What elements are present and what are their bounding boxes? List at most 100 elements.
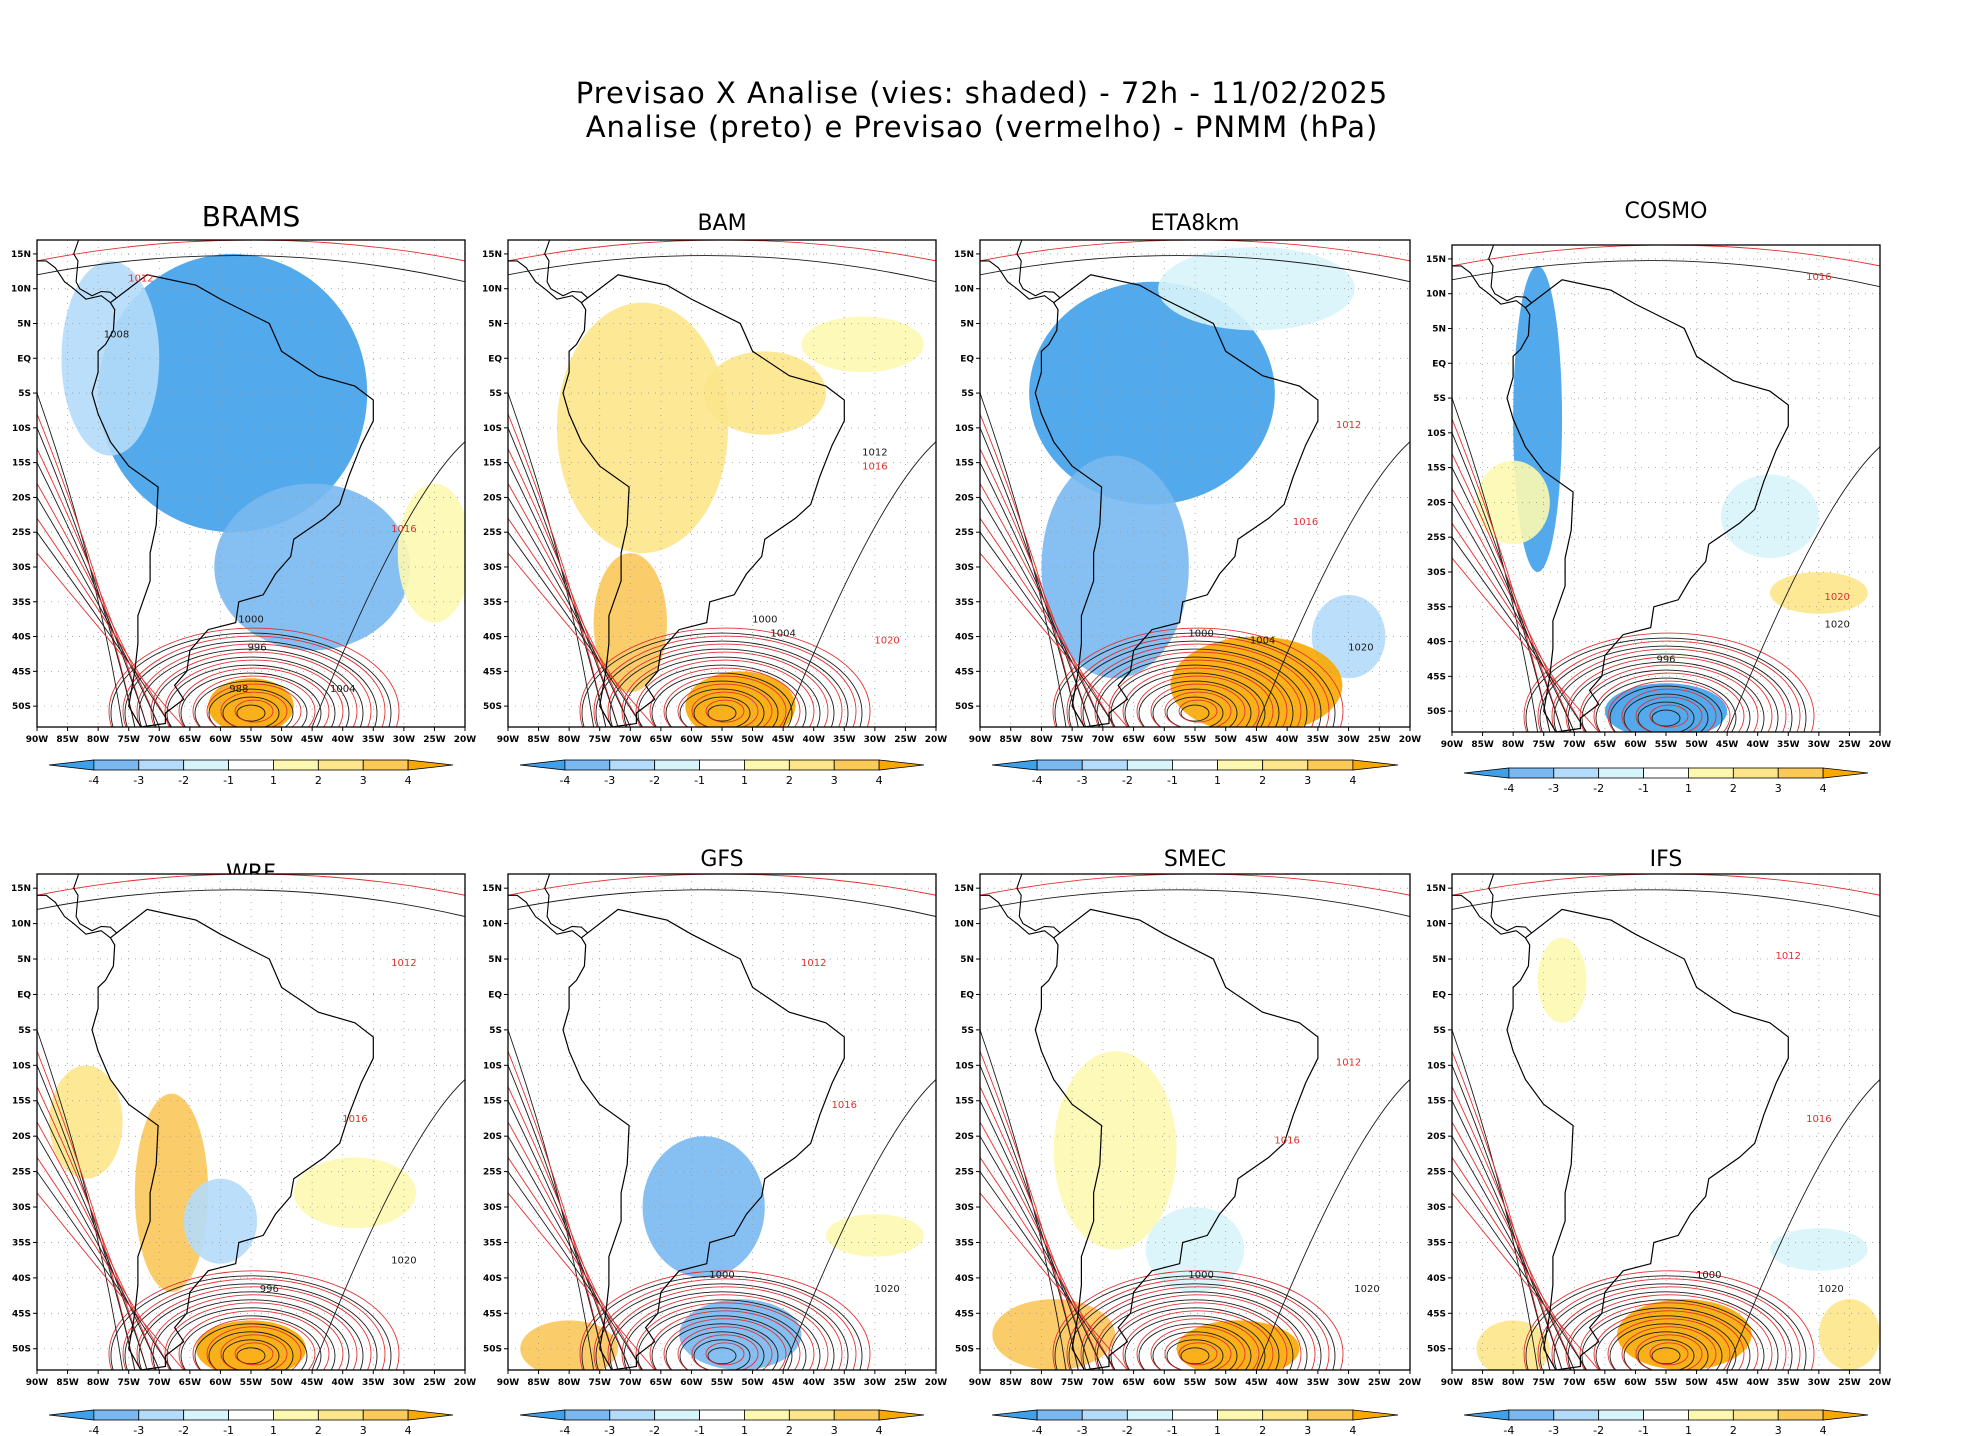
colorbar-label: 3 xyxy=(360,1424,367,1436)
south-america-coastline xyxy=(562,274,845,727)
lat-tick-label: 25S xyxy=(483,1168,502,1178)
forecast-isobar xyxy=(136,643,372,727)
lat-tick-label: 40S xyxy=(483,633,502,643)
analysis-isobar xyxy=(1726,446,1880,732)
bias-region xyxy=(1145,1207,1245,1293)
lon-tick-label: 50W xyxy=(1214,735,1237,745)
lon-tick-label: 40W xyxy=(1746,1378,1769,1388)
colorbar-segment xyxy=(1822,1409,1869,1421)
south-america-coastline xyxy=(1034,274,1319,727)
lat-tick-label: 35S xyxy=(12,598,31,608)
colorbar-segment xyxy=(228,1409,274,1421)
central-america-coastline xyxy=(508,260,582,304)
panel-map: 1000 1020 1016 1012 xyxy=(1452,874,1880,1370)
forecast-isobar-label: 1016 xyxy=(1806,272,1831,283)
lat-tick-label: 20S xyxy=(12,493,31,503)
lon-tick-label: 80W xyxy=(558,735,581,745)
lon-tick-label: 85W xyxy=(527,735,550,745)
colorbar-segment xyxy=(138,1409,185,1421)
analysis-isobar xyxy=(1166,696,1224,727)
lon-tick-label: 20W xyxy=(1869,1378,1892,1388)
analysis-isobar xyxy=(1166,1339,1224,1370)
colorbar-label: 2 xyxy=(786,774,793,787)
colorbar-label: 4 xyxy=(876,1424,883,1436)
colorbar-segment xyxy=(744,759,790,771)
colorbar-segment xyxy=(1352,759,1399,771)
lon-tick-label: 85W xyxy=(1471,740,1494,750)
analysis-isobar xyxy=(1152,1331,1238,1370)
forecast-isobar xyxy=(192,675,316,727)
lat-tick-label: 25S xyxy=(12,1168,31,1178)
colorbar-segment xyxy=(788,759,835,771)
colorbar-segment xyxy=(1508,1409,1555,1421)
lat-tick-label: 35S xyxy=(12,1238,31,1248)
analysis-isobar xyxy=(1553,1291,1779,1370)
lon-tick-label: 80W xyxy=(1502,1378,1525,1388)
bias-region xyxy=(520,1320,619,1370)
forecast-isobar xyxy=(206,1326,302,1370)
forecast-isobar-label: 1012 xyxy=(391,958,416,969)
colorbar-segment xyxy=(788,1409,835,1421)
lon-tick-label: 55W xyxy=(1655,740,1678,750)
forecast-isobar xyxy=(1649,1342,1689,1366)
colorbar: -4 -3 -2 -1 1 2 3 4 xyxy=(991,759,1399,787)
forecast-isobar xyxy=(1136,1318,1260,1370)
lat-tick-label: EQ xyxy=(488,990,502,1000)
panel-ifs: IFS 1000 1020 1016 1012 90W 85W 80W 75W 70W 65W 60W… xyxy=(1426,847,1891,1436)
analysis-isobar xyxy=(609,1291,835,1370)
colorbar-label: 3 xyxy=(1775,782,1782,795)
analysis-isobar xyxy=(166,664,336,727)
analysis-isobar xyxy=(180,1315,322,1370)
lat-tick-label: 10S xyxy=(955,424,974,434)
analysis-isobar xyxy=(980,889,1410,917)
lat-tick-label: EQ xyxy=(1432,359,1446,369)
colorbar-segment xyxy=(1217,759,1264,771)
forecast-isobar xyxy=(649,1310,801,1370)
analysis-isobar xyxy=(37,889,465,917)
forecast-isobar xyxy=(1066,635,1330,727)
analysis-isobar xyxy=(37,531,172,727)
forecast-isobar-label: 1012 xyxy=(801,958,826,969)
forecast-isobar xyxy=(1452,523,1587,732)
central-america-coastline xyxy=(37,894,111,939)
colorbar-segment xyxy=(878,759,925,771)
analysis-isobar xyxy=(222,1339,280,1370)
colorbar: -4 -3 -2 -1 1 2 3 4 xyxy=(1463,767,1869,795)
forecast-isobar xyxy=(1452,1157,1587,1370)
map-background xyxy=(508,874,936,1370)
colorbar-segment xyxy=(1036,759,1083,771)
colorbar-segment xyxy=(407,759,454,771)
lon-tick-label: 75W xyxy=(588,1378,611,1388)
colorbar-label: -3 xyxy=(1077,1424,1088,1436)
colorbar-label: -4 xyxy=(1503,1424,1514,1436)
colorbar-segment xyxy=(1688,767,1734,779)
lat-tick-label: 25S xyxy=(1427,1168,1446,1178)
lat-tick-label: 15S xyxy=(12,459,31,469)
lon-tick-label: 20W xyxy=(1399,1378,1422,1388)
bias-region xyxy=(1029,281,1275,505)
lon-tick-label: 45W xyxy=(772,1378,795,1388)
forecast-isobar xyxy=(508,1086,619,1370)
forecast-isobar xyxy=(1094,1294,1302,1370)
lon-tick-label: 20W xyxy=(1869,740,1892,750)
colorbar-label: -3 xyxy=(604,774,615,787)
forecast-isobar xyxy=(37,1121,160,1370)
forecast-isobar xyxy=(1523,632,1815,732)
panel-map: 996 1020 1020 1016 xyxy=(1452,245,1880,732)
forecast-isobar xyxy=(1066,1278,1330,1370)
forecast-isobar xyxy=(108,627,400,727)
lat-tick-label: 10S xyxy=(1427,429,1446,439)
colorbar: -4 -3 -2 -1 1 2 3 4 xyxy=(519,1409,925,1436)
forecast-isobar xyxy=(178,1310,330,1370)
analysis-isobar-label: 1012 xyxy=(862,448,887,459)
forecast-isobar xyxy=(164,659,344,727)
lat-tick-label: 20S xyxy=(483,493,502,503)
colorbar-segment xyxy=(1508,767,1555,779)
colorbar-segment xyxy=(1688,1409,1734,1421)
lon-tick-label: 65W xyxy=(650,735,673,745)
colorbar-label: -2 xyxy=(1122,774,1133,787)
lon-tick-label: 25W xyxy=(894,735,917,745)
colorbar-label: 4 xyxy=(1820,782,1827,795)
lat-tick-label: 40S xyxy=(483,1274,502,1284)
colorbar: -4 -3 -2 -1 1 2 3 4 xyxy=(991,1409,1399,1436)
